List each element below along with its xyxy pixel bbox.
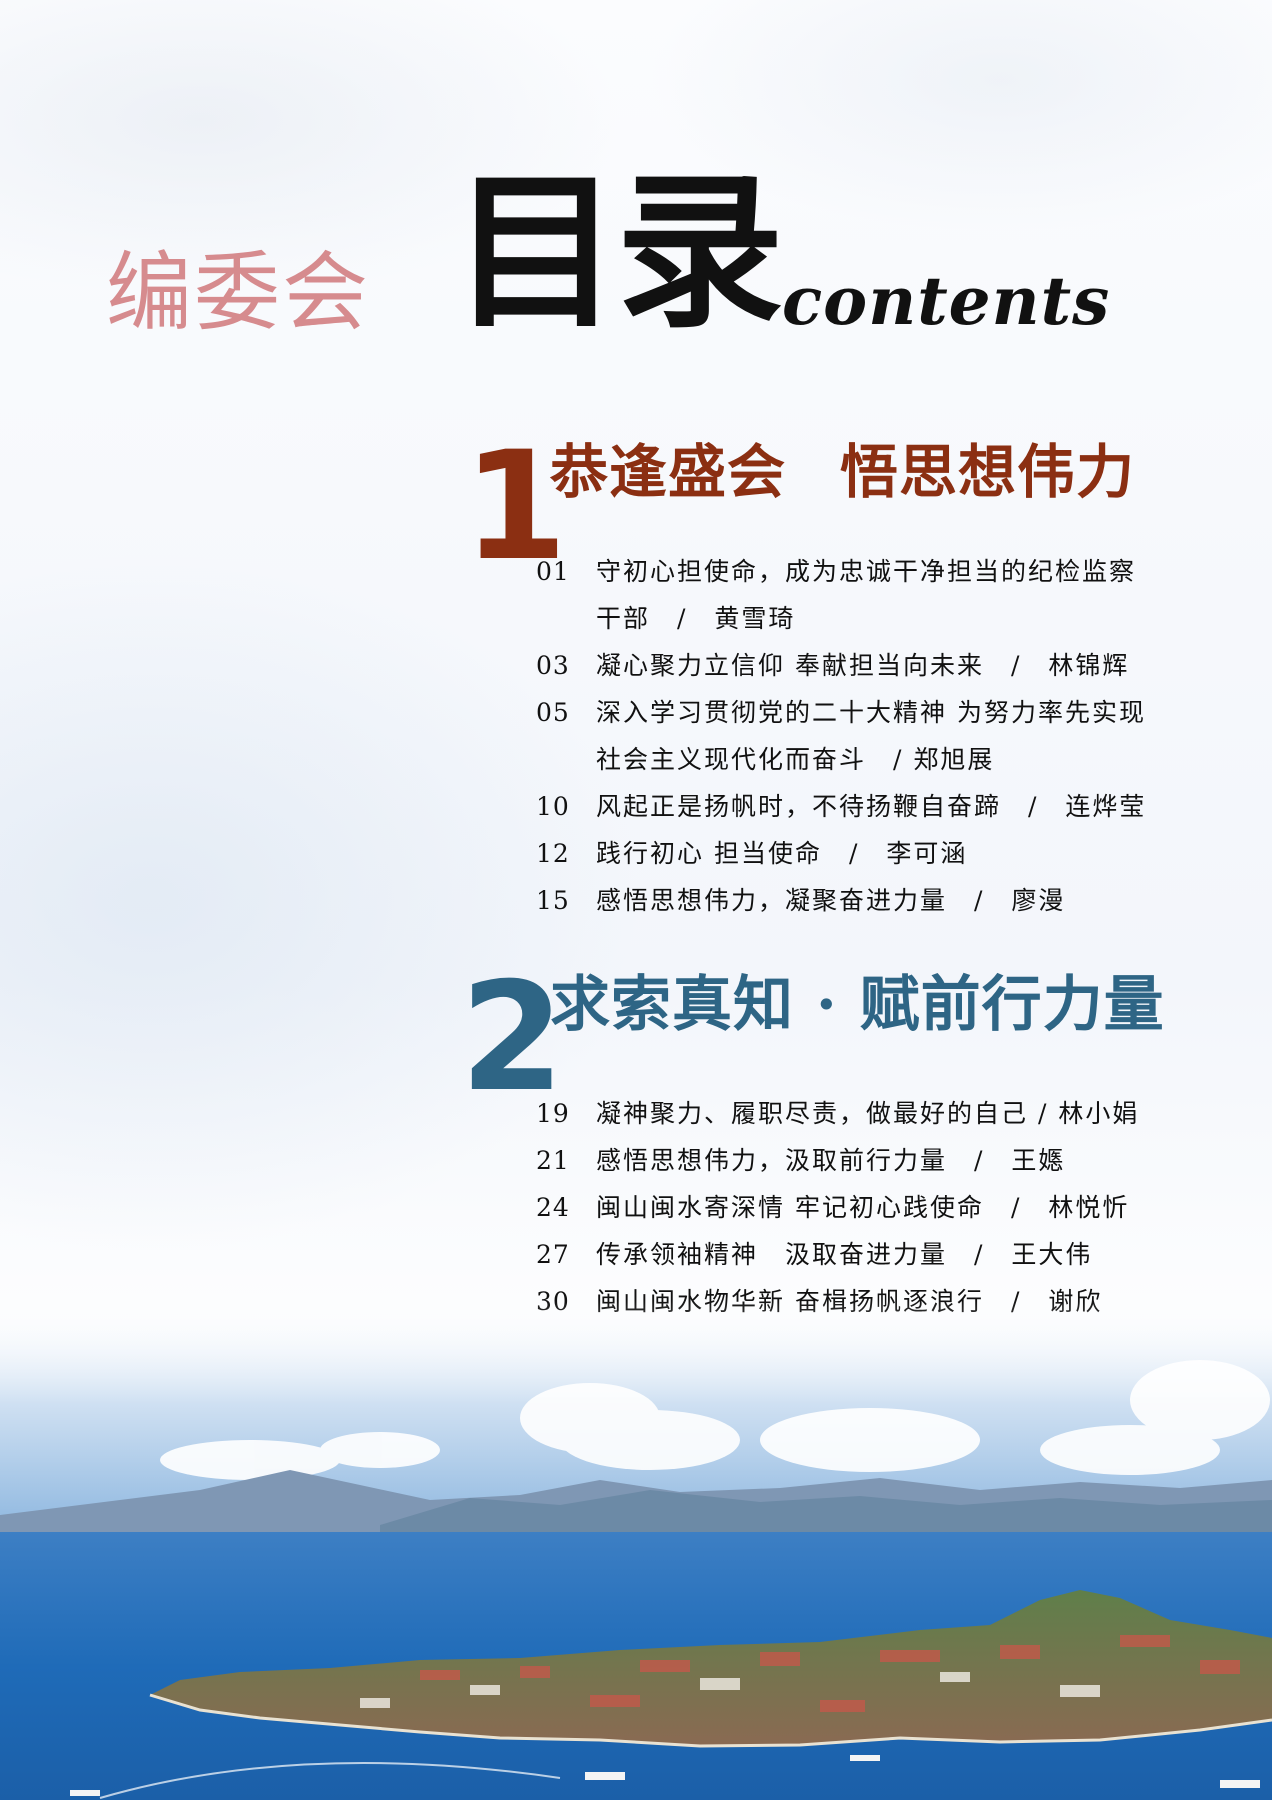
toc-page-number: 24 (536, 1193, 570, 1222)
toc-entry[interactable]: 19 凝神聚力、履职尽责，做最好的自己 / 林小娟 (536, 1090, 1196, 1137)
editorial-board-heading: 编委会 (106, 243, 370, 343)
toc-entry[interactable]: 27 传承领袖精神 汲取奋进力量 / 王大伟 (536, 1231, 1196, 1278)
toc-entry[interactable]: 15 感悟思想伟力，凝聚奋进力量 / 廖漫 (536, 877, 1196, 924)
section-2-toc-list: 19 凝神聚力、履职尽责，做最好的自己 / 林小娟 21 感悟思想伟力，汲取前行… (536, 1090, 1196, 1325)
toc-entry[interactable]: 10 风起正是扬帆时，不待扬鞭自奋蹄 / 连烨莹 (536, 783, 1196, 830)
island-landscape-image (0, 1300, 1272, 1800)
toc-page-number: 21 (536, 1146, 570, 1175)
toc-page-number: 19 (536, 1099, 570, 1128)
toc-entry[interactable]: 05 深入学习贯彻党的二十大精神 为努力率先实现 社会主义现代化而奋斗 / 郑旭… (536, 689, 1196, 783)
toc-page-number: 01 (536, 557, 570, 586)
toc-page-number: 03 (536, 651, 570, 680)
toc-page-number: 15 (536, 886, 570, 915)
section-1-title-part2: 悟思想伟力 (840, 438, 1136, 506)
toc-entry-line: 干部 / 黄雪琦 (596, 604, 796, 633)
toc-entry-line: 闽山闽水寄深情 牢记初心践使命 / 林悦忻 (596, 1193, 1130, 1222)
section-1-number: 1 (463, 420, 568, 594)
toc-entry[interactable]: 01 守初心担使命，成为忠诚干净担当的纪检监察 干部 / 黄雪琦 (536, 548, 1196, 642)
toc-entry-line: 传承领袖精神 汲取奋进力量 / 王大伟 (596, 1240, 1093, 1269)
toc-page-number: 05 (536, 698, 570, 727)
section-1-title: 恭逢盛会 悟思想伟力 (550, 443, 1135, 501)
misty-background (0, 0, 1272, 1400)
toc-title: 目录 (452, 153, 784, 351)
toc-entry-line: 感悟思想伟力，汲取前行力量 / 王嫕 (596, 1146, 1066, 1175)
toc-entry[interactable]: 12 践行初心 担当使命 / 李可涵 (536, 830, 1196, 877)
section-1-title-part1: 恭逢盛会 (550, 438, 787, 506)
section-2-number: 2 (460, 951, 565, 1125)
toc-entry-line: 守初心担使命，成为忠诚干净担当的纪检监察 (596, 557, 1137, 586)
toc-title-english: contents (782, 262, 1111, 340)
toc-entry[interactable]: 03 凝心聚力立信仰 奉献担当向未来 / 林锦辉 (536, 642, 1196, 689)
toc-entry-line: 深入学习贯彻党的二十大精神 为努力率先实现 (596, 698, 1146, 727)
toc-entry[interactable]: 24 闽山闽水寄深情 牢记初心践使命 / 林悦忻 (536, 1184, 1196, 1231)
toc-entry-line: 践行初心 担当使命 / 李可涵 (596, 839, 968, 868)
toc-entry[interactable]: 21 感悟思想伟力，汲取前行力量 / 王嫕 (536, 1137, 1196, 1184)
toc-entry-line: 凝神聚力、履职尽责，做最好的自己 / 林小娟 (596, 1099, 1140, 1128)
toc-page-number: 10 (536, 792, 570, 821)
toc-entry-line: 风起正是扬帆时，不待扬鞭自奋蹄 / 连烨莹 (596, 792, 1147, 821)
toc-page-number: 27 (536, 1240, 570, 1269)
section-2-title: 求索真知 · 赋前行力量 (550, 970, 1165, 1040)
toc-page-number: 12 (536, 839, 570, 868)
toc-entry-line: 社会主义现代化而奋斗 / 郑旭展 (596, 745, 995, 774)
section-1-toc-list: 01 守初心担使命，成为忠诚干净担当的纪检监察 干部 / 黄雪琦 03 凝心聚力… (536, 548, 1196, 924)
toc-entry-line: 感悟思想伟力，凝聚奋进力量 / 廖漫 (596, 886, 1066, 915)
toc-entry-line: 凝心聚力立信仰 奉献担当向未来 / 林锦辉 (596, 651, 1130, 680)
